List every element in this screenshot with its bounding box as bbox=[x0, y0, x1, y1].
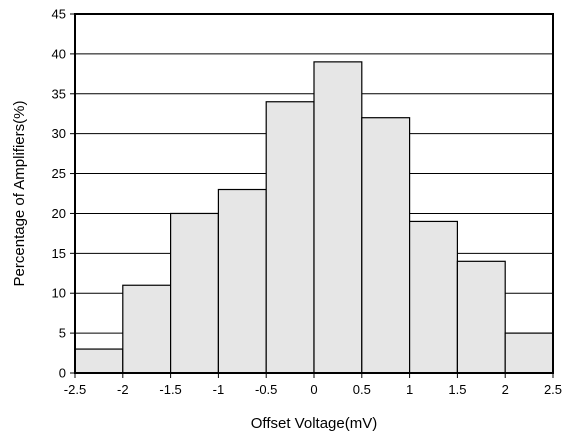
x-axis-title: Offset Voltage(mV) bbox=[251, 415, 377, 432]
histogram-bar bbox=[74, 348, 124, 374]
x-tick-label: -1 bbox=[213, 382, 225, 397]
histogram-bar bbox=[265, 101, 315, 374]
x-tick-label: -2.5 bbox=[64, 382, 86, 397]
histogram-bar bbox=[313, 61, 363, 374]
histogram-bar bbox=[504, 332, 554, 374]
histogram-bar bbox=[361, 117, 411, 374]
y-tick-label: 0 bbox=[59, 366, 66, 381]
histogram-bar bbox=[170, 212, 220, 374]
y-axis-title: Percentage of Amplifiers(%) bbox=[11, 101, 28, 287]
x-tick-label: -0.5 bbox=[255, 382, 277, 397]
x-axis-ticks: -2.5 -2 -1.5 -1 -0.5 0 0.5 1 1.5 2 2.5 bbox=[64, 373, 562, 397]
y-tick-label: 40 bbox=[52, 46, 66, 61]
x-tick-label: 0 bbox=[310, 382, 317, 397]
x-tick-label: -1.5 bbox=[159, 382, 181, 397]
x-tick-label: 2.5 bbox=[544, 382, 562, 397]
y-tick-label: 25 bbox=[52, 166, 66, 181]
histogram-bar bbox=[456, 260, 506, 374]
histogram-bar bbox=[409, 220, 459, 374]
x-tick-label: 1 bbox=[406, 382, 413, 397]
x-tick-label: -2 bbox=[117, 382, 129, 397]
y-tick-label: 30 bbox=[52, 126, 66, 141]
histogram-bar bbox=[217, 188, 267, 374]
x-tick-label: 0.5 bbox=[353, 382, 371, 397]
y-axis-ticks: 0 5 10 15 20 25 30 35 40 45 bbox=[52, 7, 75, 381]
histogram-bars bbox=[74, 61, 554, 374]
histogram-bar bbox=[122, 284, 172, 374]
y-tick-label: 5 bbox=[59, 326, 66, 341]
y-tick-label: 35 bbox=[52, 86, 66, 101]
y-tick-label: 15 bbox=[52, 246, 66, 261]
x-tick-label: 2 bbox=[502, 382, 509, 397]
y-tick-label: 45 bbox=[52, 7, 66, 22]
y-tick-label: 10 bbox=[52, 286, 66, 301]
y-tick-label: 20 bbox=[52, 206, 66, 221]
x-tick-label: 1.5 bbox=[448, 382, 466, 397]
